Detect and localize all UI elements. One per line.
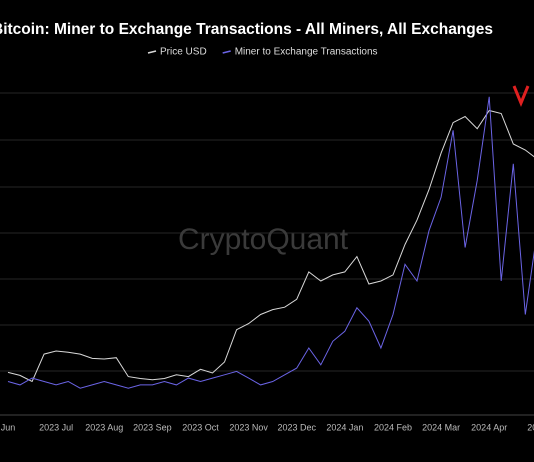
x-tick-label: 2024 Jan (326, 422, 363, 432)
watermark: CryptoQuant (178, 223, 349, 256)
legend-label: Price USD (160, 47, 207, 58)
x-tick-label: 2023 Aug (85, 422, 123, 432)
chart-title: Bitcoin: Miner to Exchange Transactions … (0, 21, 493, 38)
series-line (7, 96, 534, 389)
x-tick-label: 2023 Nov (229, 422, 268, 432)
legend-swatch (147, 50, 157, 54)
x-tick-label: 2024 Apr (471, 422, 507, 432)
x-tick-label: 2023 Dec (277, 422, 316, 432)
x-tick-label: 2023 Sep (133, 422, 172, 432)
legend-label: Miner to Exchange Transactions (235, 47, 378, 58)
x-tick-label: 2024 Mar (422, 422, 460, 432)
grid (0, 92, 534, 416)
series-line (7, 109, 534, 383)
x-tick-label: Jun (1, 422, 16, 432)
legend-swatch (222, 50, 231, 54)
x-tick-label: 2024 Feb (374, 422, 412, 432)
annotation-mark (512, 85, 530, 107)
x-tick-label: 2023 Oct (182, 422, 219, 432)
legend: Price USD Miner to Exchange Transactions (147, 47, 378, 58)
x-tick-label: 2024 (527, 422, 534, 432)
x-tick-label: 2023 Jul (39, 422, 73, 432)
